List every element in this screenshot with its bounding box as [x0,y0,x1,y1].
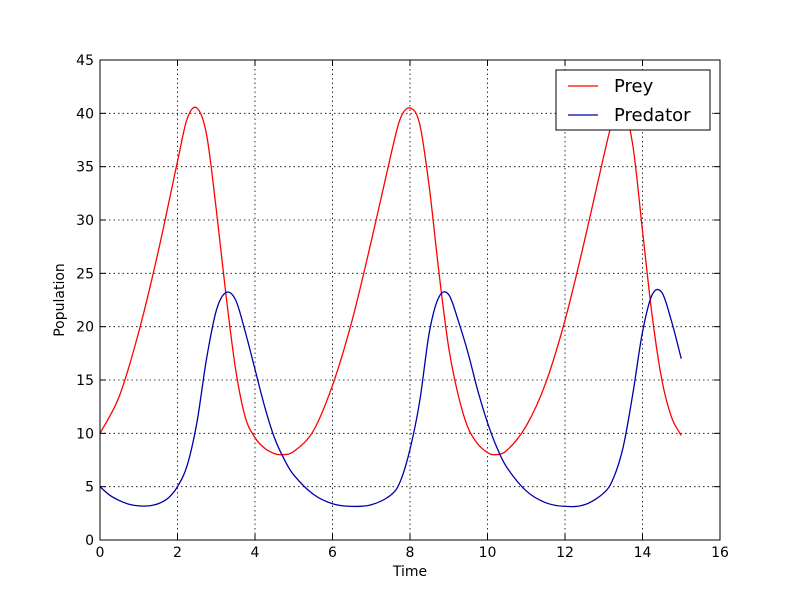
y-tick-label: 0 [85,533,94,549]
legend: Prey Predator [555,69,711,131]
x-tick-label: 6 [328,545,337,561]
x-tick-label: 16 [711,545,729,561]
x-tick-label: 2 [173,545,182,561]
y-tick-label: 20 [76,320,94,336]
y-tick-label: 15 [76,373,94,389]
legend-label-predator: Predator [614,105,691,126]
y-axis-label: Population [52,263,68,337]
x-tick-label: 12 [556,545,574,561]
x-tick-label: 0 [96,545,105,561]
x-tick-label: 10 [479,545,497,561]
legend-label-prey: Prey [614,76,654,97]
series-layer [99,106,682,508]
x-tick-label: 14 [634,545,652,561]
x-tick-label: 8 [406,545,415,561]
y-tick-label: 35 [76,160,94,176]
x-axis-label: Time [392,564,427,580]
y-tick-label: 25 [76,266,94,282]
y-tick-labels: 0 5 10 15 20 25 30 35 40 45 [76,53,94,549]
legend-box [555,69,711,131]
y-tick-label: 40 [76,106,94,122]
y-tick-label: 10 [76,426,94,442]
x-tick-labels: 0 2 4 6 8 10 12 14 16 [96,545,729,561]
y-tick-label: 45 [76,53,94,69]
x-tick-label: 4 [251,545,260,561]
y-tick-label: 30 [76,213,94,229]
series-line-predator [99,288,682,508]
series-line-prey [99,106,682,456]
grid [100,60,720,540]
y-tick-label: 5 [85,480,94,496]
ticks [99,59,721,541]
